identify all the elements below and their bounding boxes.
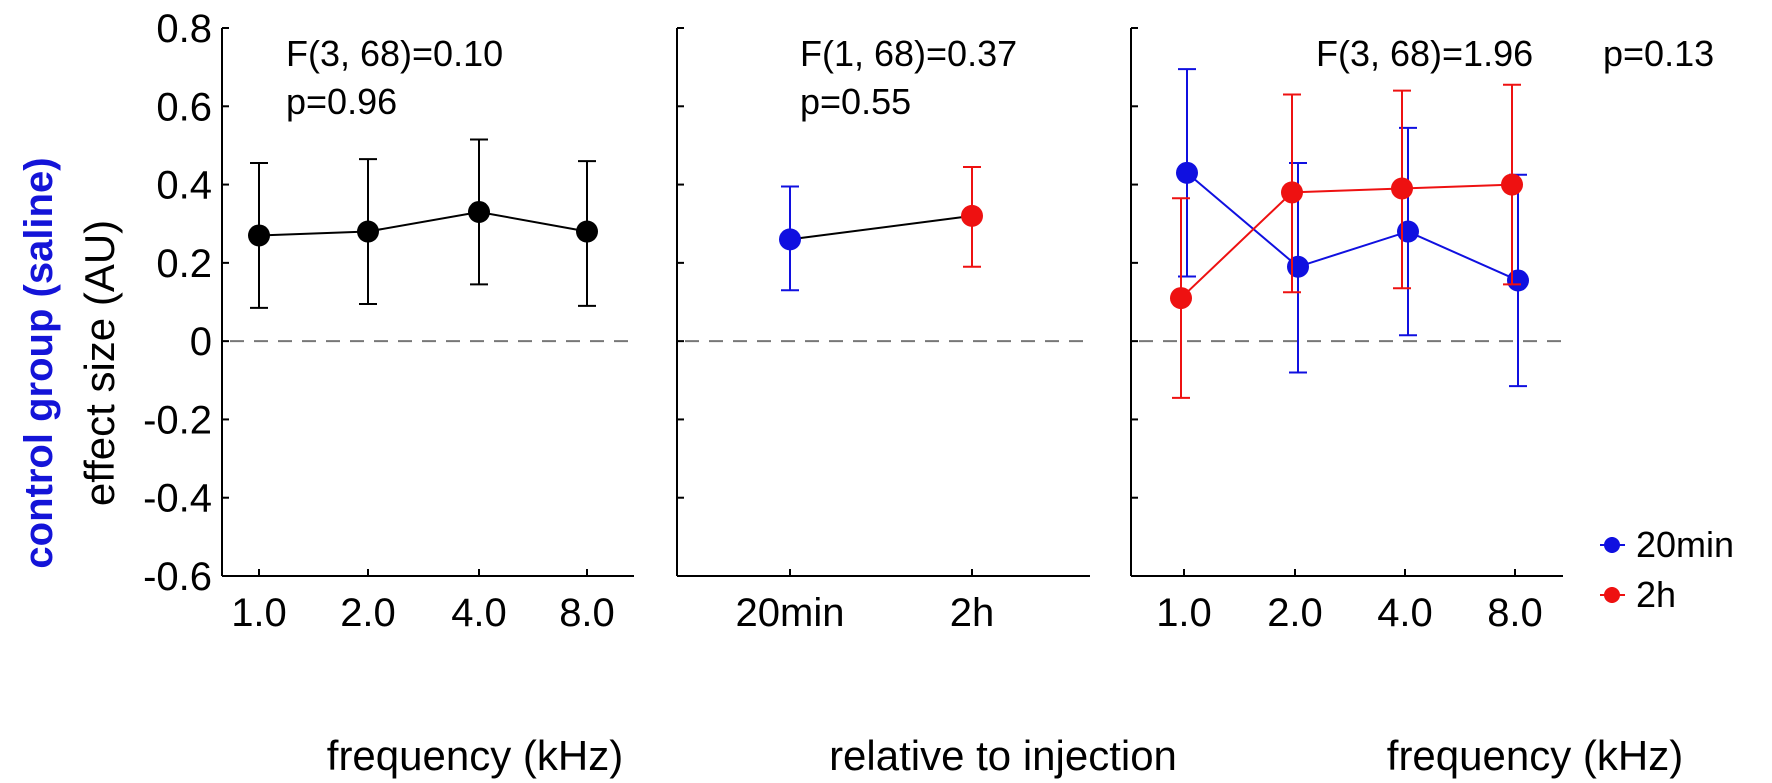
panel-frequency-by-time-x-tick-label: 8.0 — [1487, 591, 1543, 635]
panel-frequency-by-time-f-stat: F(3, 68)=1.96 — [1316, 33, 1533, 74]
panel-frequency-by-time-series-2h-point — [1281, 181, 1303, 204]
panel-frequency-x-tick-label: 2.0 — [340, 591, 396, 635]
panel-time: 20min 2h — [676, 27, 1090, 635]
panel-frequency-by-time-series-20min-line — [1186, 172, 1519, 282]
panel-time-x-tick-label: 2h — [950, 591, 995, 635]
panel-frequency-series-pooled-point — [248, 224, 270, 247]
panel-frequency-series-pooled-point — [576, 220, 598, 243]
y-tick-label: 0.6 — [156, 85, 212, 129]
y-tick-label: 0.2 — [156, 242, 212, 286]
legend-2h-label: 2h — [1636, 574, 1676, 615]
panel-frequency: 0.8 0.6 0.4 0.2 0 -0.2 -0.4 -0.6 1.0 2.0 4.0 8.0 — [143, 7, 634, 635]
panel-frequency-by-time-series-2h-point — [1391, 177, 1413, 200]
panel-frequency-series-pooled-point — [468, 200, 490, 223]
y-tick-label: -0.2 — [143, 398, 212, 442]
panel-time-p-value: p=0.55 — [800, 81, 911, 122]
y-axis-label: effect size (AU) — [76, 220, 123, 506]
panel-frequency-by-time-series-20min-point — [1397, 220, 1419, 243]
panel-time-series-pooled-point — [961, 204, 983, 227]
panel-frequency-p-value: p=0.96 — [286, 81, 397, 122]
y-tick-label: 0.8 — [156, 7, 212, 51]
legend: 20min 2h — [1600, 524, 1734, 615]
legend-20min-label: 20min — [1636, 524, 1734, 565]
panel-frequency-by-time-series-2h-line — [1180, 183, 1513, 299]
y-tick-label: 0.4 — [156, 164, 212, 208]
panel-frequency-by-time-x-tick-label: 2.0 — [1267, 591, 1323, 635]
panel-frequency-by-time-x-tick-label: 4.0 — [1377, 591, 1433, 635]
y-tick-label: -0.4 — [143, 477, 212, 521]
panel-frequency-by-time: 1.0 2.0 4.0 8.0 — [1130, 27, 1563, 635]
panel-time-f-stat: F(1, 68)=0.37 — [800, 33, 1017, 74]
panel-frequency-x-tick-label: 8.0 — [559, 591, 615, 635]
panel-frequency-series-pooled-point — [357, 220, 379, 243]
panel-frequency-by-time-series-20min-point — [1287, 255, 1309, 278]
panel-frequency-by-time-series-20min-point — [1176, 161, 1198, 184]
panel-time-series-pooled-point — [779, 228, 801, 251]
panel-frequency-series-pooled-line — [258, 210, 588, 237]
y-tick-label: -0.6 — [143, 555, 212, 599]
legend-20min-marker — [1604, 537, 1620, 553]
panel-time-x-axis-label: relative to injection — [829, 732, 1177, 779]
legend-2h-marker — [1604, 587, 1620, 603]
panel-frequency-by-time-x-tick-label: 1.0 — [1156, 591, 1212, 635]
panel-frequency-by-time-x-axis-label: frequency (kHz) — [1387, 732, 1683, 779]
panel-frequency-by-time-series-20min-point — [1507, 269, 1529, 292]
panel-time-x-tick-label: 20min — [736, 591, 845, 635]
panel-frequency-by-time-p-value: p=0.13 — [1603, 33, 1714, 74]
y-tick-label: 0 — [190, 320, 212, 364]
panel-frequency-x-tick-label: 1.0 — [231, 591, 287, 635]
panel-frequency-x-tick-label: 4.0 — [451, 591, 507, 635]
panel-frequency-f-stat: F(3, 68)=0.10 — [286, 33, 503, 74]
panel-frequency-by-time-series-2h-point — [1501, 173, 1523, 196]
panel-frequency-x-axis-label: frequency (kHz) — [327, 732, 623, 779]
row-label: control group (saline) — [17, 157, 61, 568]
panel-time-series-pooled-line — [789, 214, 973, 241]
panel-frequency-by-time-series-2h-point — [1170, 287, 1192, 310]
